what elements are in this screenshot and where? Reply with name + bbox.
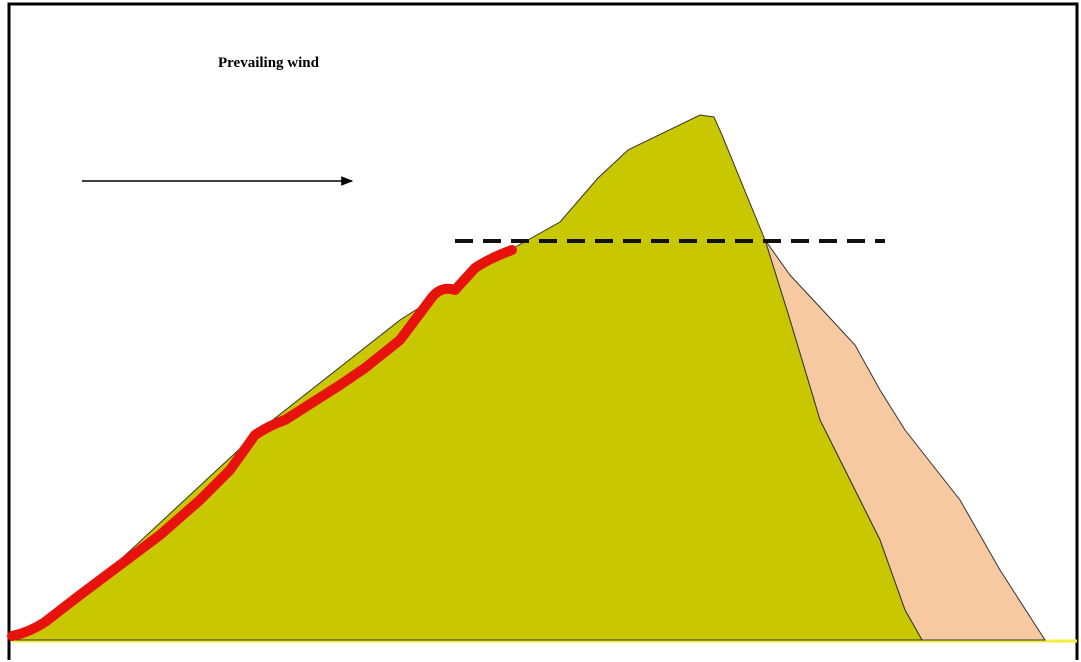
windward-slope-highlight [7,245,517,641]
frame [7,2,1079,660]
wind-label: Prevailing wind [218,55,320,71]
mountain [12,114,923,641]
